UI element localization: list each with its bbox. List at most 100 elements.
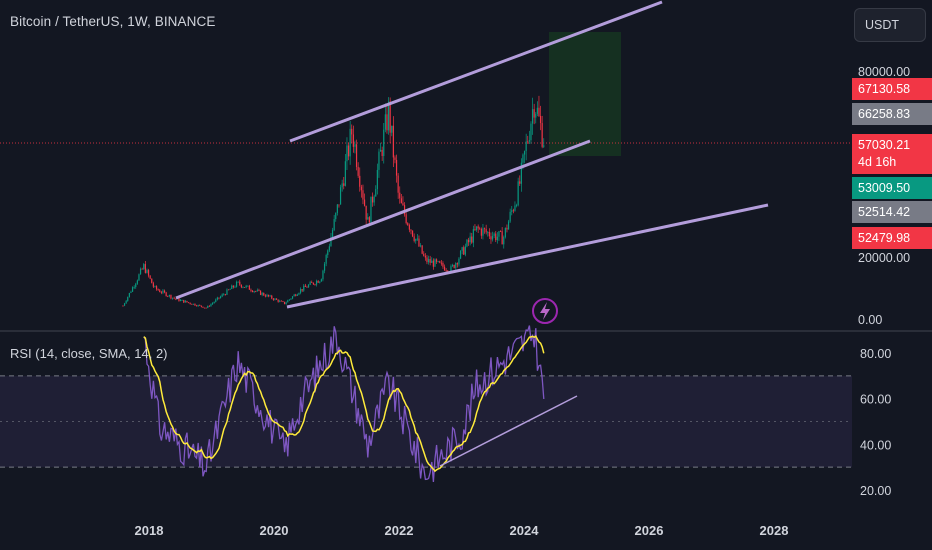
rsi-line[interactable]: [143, 325, 545, 482]
candle-body: [130, 291, 132, 293]
candle-body: [509, 211, 511, 222]
candle-body: [205, 307, 207, 309]
rsi-tick-label: 40.00: [860, 438, 891, 452]
candle-body: [327, 250, 329, 255]
candle-body: [437, 261, 439, 262]
candle-body: [330, 237, 332, 247]
candle-body: [517, 181, 519, 206]
candle-body: [331, 230, 334, 238]
candle-body: [458, 258, 460, 265]
channel-upper-trendline[interactable]: [289, 0, 663, 143]
price-label-value: 66258.83: [858, 107, 911, 121]
candle-body: [315, 280, 318, 285]
candle-body: [162, 290, 164, 293]
candle-body: [179, 299, 182, 302]
candle-body: [258, 290, 260, 291]
candle-body: [471, 236, 473, 243]
price-axis-ticks: 80000.00 20000.00 0.00: [858, 65, 910, 327]
rsi-ma-line[interactable]: [143, 335, 545, 473]
candle-body: [282, 301, 284, 302]
candle-body: [467, 239, 470, 243]
candle-body: [186, 300, 188, 303]
candle-body: [269, 295, 271, 297]
candle-body: [375, 189, 377, 197]
price-label-value: 67130.58: [858, 82, 911, 96]
candle-body: [283, 301, 286, 305]
candle-body: [155, 286, 158, 290]
candle-body: [341, 183, 343, 188]
candle-body: [221, 294, 223, 297]
lightning-icon[interactable]: [532, 298, 558, 324]
support-trendline[interactable]: [286, 203, 769, 309]
price-tick-label: 0.00: [858, 313, 882, 327]
candle-body: [463, 247, 465, 255]
candle-body: [373, 196, 375, 203]
candle-body: [267, 294, 270, 297]
candle-body: [194, 303, 196, 306]
candle-body: [466, 239, 468, 247]
candle-body: [387, 101, 390, 131]
channel-middle-trendline[interactable]: [175, 139, 591, 300]
candle-body: [480, 229, 482, 236]
candle-body: [243, 286, 246, 288]
price-label-value: 52514.42: [858, 205, 911, 219]
candle-body: [445, 270, 447, 272]
candle-body: [354, 144, 356, 147]
candle-body: [288, 299, 290, 301]
candle-body: [506, 227, 508, 230]
candle-body: [507, 221, 510, 230]
candle-body: [149, 275, 151, 279]
candle-body: [503, 236, 505, 245]
candle-body: [520, 162, 522, 184]
candle-body: [543, 145, 545, 147]
candle-body: [344, 161, 346, 186]
candle-body: [232, 285, 234, 288]
candle-body: [391, 125, 393, 133]
candle-body: [535, 113, 537, 118]
price-label-value: 57030.21: [858, 138, 911, 152]
candle-body: [479, 228, 481, 230]
candle-body: [496, 236, 498, 241]
candle-body: [397, 175, 399, 193]
candle-body: [426, 257, 428, 263]
candle-body: [311, 282, 313, 283]
candle-body: [439, 261, 441, 263]
candle-body: [135, 283, 137, 287]
candle-body: [197, 304, 199, 307]
candle-body: [413, 236, 415, 241]
candle-body: [349, 128, 351, 157]
candle-body: [403, 205, 406, 215]
candle-body: [181, 299, 183, 301]
rsi-axis-ticks: 80.00 60.00 40.00 20.00: [860, 347, 891, 498]
symbol-title[interactable]: Bitcoin / TetherUS, 1W, BINANCE: [10, 14, 216, 29]
candle-body: [424, 255, 426, 258]
candle-body: [251, 290, 254, 292]
candle-body: [541, 123, 543, 147]
candle-body: [299, 289, 302, 293]
candle-body: [504, 227, 506, 237]
price-label-tag: 66258.83: [852, 103, 932, 125]
candle-body: [218, 297, 220, 299]
candle-body: [144, 264, 146, 273]
candle-body: [167, 296, 169, 297]
rsi-title[interactable]: RSI (14, close, SMA, 14, 2): [10, 346, 168, 361]
target-box[interactable]: [549, 32, 621, 156]
candle-body: [455, 263, 457, 268]
candle-body: [435, 259, 438, 262]
candle-body: [429, 259, 431, 263]
candle-body: [328, 246, 330, 251]
price-tick-label: 80000.00: [858, 65, 910, 79]
candle-body: [511, 210, 513, 212]
candle-body: [309, 282, 311, 285]
candle-body: [131, 287, 134, 292]
candle-body: [307, 284, 310, 288]
candle-body: [400, 198, 402, 204]
candles-group[interactable]: [122, 95, 545, 309]
candle-body: [200, 305, 202, 307]
candle-body: [343, 183, 345, 186]
rsi-trendline[interactable]: [439, 395, 578, 467]
candle-body: [138, 274, 140, 281]
candle-body: [272, 298, 274, 300]
currency-button[interactable]: USDT: [854, 8, 926, 42]
